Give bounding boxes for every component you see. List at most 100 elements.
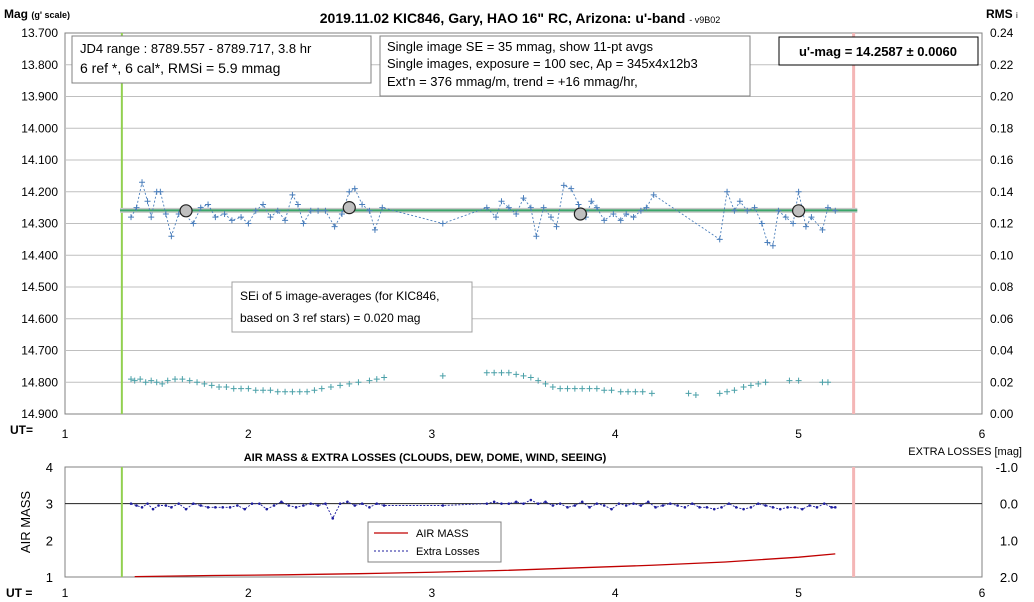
main-right-tick-label: 0.00 <box>990 407 1014 421</box>
extra-losses-point <box>573 504 577 507</box>
rmsi-point <box>245 385 252 392</box>
extra-losses-point <box>690 502 694 505</box>
main-y-axis-label-suffix: (g' scale) <box>31 10 70 20</box>
extra-losses-point <box>654 506 657 509</box>
single-image-point <box>252 207 259 214</box>
rmsi-point <box>601 387 608 394</box>
main-y-tick-label: 14.700 <box>21 344 58 358</box>
extra-losses-point <box>228 506 232 509</box>
extra-losses-point <box>360 502 364 505</box>
single-image-point <box>274 207 281 214</box>
single-image-point <box>824 204 831 211</box>
extra-losses-point <box>602 504 606 507</box>
extra-losses-point <box>177 502 181 505</box>
rmsi-point <box>740 384 747 391</box>
single-image-point <box>731 207 738 214</box>
rmsi-point <box>274 388 281 395</box>
single-image-point <box>782 214 789 221</box>
single-image-series <box>128 179 839 249</box>
extra-losses-point <box>639 504 643 507</box>
air-mass-series <box>134 553 836 578</box>
extra-losses-point <box>236 504 239 507</box>
single-image-point <box>300 220 307 227</box>
single-image-point <box>197 204 204 211</box>
main-right-tick-label: 0.14 <box>990 185 1014 199</box>
rmsi-point <box>483 369 490 376</box>
rmsi-point <box>819 379 826 386</box>
extra-losses-point <box>492 500 496 504</box>
extra-losses-point <box>199 504 203 507</box>
extra-losses-point <box>734 506 738 509</box>
extra-losses-point <box>536 502 540 505</box>
single-image-point <box>346 188 353 195</box>
rmsi-point <box>520 372 527 379</box>
single-image-point <box>540 204 547 211</box>
rmsi-point <box>172 376 179 383</box>
single-image-point <box>483 204 490 211</box>
single-image-point <box>144 198 151 205</box>
airmass-right-tick-label: 1.0 <box>1000 533 1018 548</box>
extra-losses-point <box>610 507 613 511</box>
extra-losses-point <box>522 502 525 505</box>
rmsi-point <box>747 382 754 389</box>
single-image-point <box>736 198 743 205</box>
single-image-point <box>267 214 274 221</box>
info-box-2 <box>379 35 751 97</box>
legend-label-extra-losses: Extra Losses <box>416 546 480 558</box>
main-x-tick-labels: 1 2 3 4 5 6 <box>62 427 986 441</box>
single-image-point <box>758 220 765 227</box>
single-image-point <box>221 210 228 217</box>
extra-losses-point <box>258 502 261 505</box>
extra-losses-point <box>544 500 547 504</box>
rmsi-point <box>586 385 593 392</box>
single-image-point <box>790 220 797 227</box>
main-y-tick-label: 14.800 <box>21 375 58 389</box>
rmsi-point <box>223 384 230 391</box>
rmsi-point <box>731 387 738 394</box>
main-x-axis-label: UT= <box>10 423 33 437</box>
single-image-point <box>769 242 776 249</box>
extra-losses-point <box>712 507 716 511</box>
single-image-point <box>162 210 169 217</box>
single-image-point <box>157 188 164 195</box>
extra-losses-point <box>151 507 155 511</box>
rmsi-point <box>716 390 723 397</box>
main-y-tick-label: 14.900 <box>21 407 58 421</box>
extra-losses-point <box>500 502 503 505</box>
main-x-tick-label: 4 <box>612 427 619 441</box>
note-box-line-1: SEi of 5 image-averages (for KIC846, <box>240 289 439 303</box>
rmsi-point <box>608 387 615 394</box>
note-box-line-2: based on 3 ref stars) = 0.020 mag <box>240 311 420 325</box>
airmass-y-axis-label: AIR MASS <box>18 491 33 553</box>
rmsi-point <box>579 385 586 392</box>
main-y-tick-label: 14.500 <box>21 280 58 294</box>
rmsi-point <box>296 388 303 395</box>
rmsi-point <box>311 387 318 394</box>
extra-losses-point <box>580 500 584 504</box>
rmsi-point <box>513 371 520 378</box>
single-image-point <box>139 179 146 186</box>
airmass-right-tick-label: 0.0 <box>1000 497 1018 512</box>
single-image-point <box>716 236 723 243</box>
main-x-tick-label: 2 <box>245 427 252 441</box>
main-left-tick-labels: 13.700 13.800 13.900 14.000 14.100 14.200 14.3… <box>21 26 58 421</box>
extra-losses-point <box>192 502 195 505</box>
airmass-left-tick-labels: 4 3 2 1 <box>46 460 53 585</box>
extra-losses-point <box>338 502 342 505</box>
extra-losses-point <box>170 506 173 509</box>
rmsi-point <box>131 377 138 384</box>
single-image-line <box>130 182 836 247</box>
extra-losses-point <box>646 500 650 504</box>
rmsi-point <box>491 369 498 376</box>
extra-losses-point <box>250 502 254 505</box>
extra-losses-point <box>617 502 621 505</box>
extra-losses-point <box>815 506 819 509</box>
extra-losses-point <box>558 502 562 505</box>
rmsi-point <box>692 391 699 398</box>
single-image-point <box>366 207 373 214</box>
single-image-point <box>282 217 289 224</box>
extra-losses-point <box>280 500 283 504</box>
single-image-point <box>133 204 140 211</box>
rmsi-point <box>137 376 144 383</box>
